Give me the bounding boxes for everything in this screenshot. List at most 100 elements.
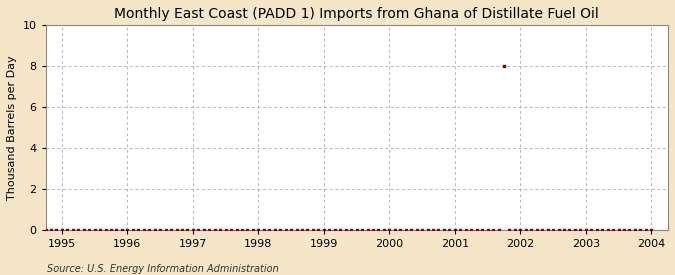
- Point: [155, 228, 165, 232]
- Point: [29, 228, 40, 232]
- Point: [128, 228, 138, 232]
- Point: [280, 228, 291, 232]
- Point: [100, 228, 111, 232]
- Point: [264, 228, 275, 232]
- Point: [433, 228, 444, 232]
- Point: [209, 228, 220, 232]
- Point: [400, 228, 411, 232]
- Point: [602, 228, 613, 232]
- Point: [182, 228, 193, 232]
- Point: [460, 228, 471, 232]
- Point: [630, 228, 641, 232]
- Point: [624, 228, 635, 232]
- Point: [646, 228, 657, 232]
- Point: [313, 228, 324, 232]
- Point: [2, 228, 13, 232]
- Point: [95, 228, 105, 232]
- Point: [416, 228, 427, 232]
- Point: [198, 228, 209, 232]
- Point: [493, 228, 504, 232]
- Point: [329, 228, 340, 232]
- Point: [296, 228, 307, 232]
- Point: [269, 228, 280, 232]
- Point: [641, 228, 651, 232]
- Point: [335, 228, 346, 232]
- Point: [302, 228, 313, 232]
- Point: [351, 228, 362, 232]
- Point: [275, 228, 286, 232]
- Point: [215, 228, 225, 232]
- Point: [515, 228, 526, 232]
- Point: [444, 228, 455, 232]
- Point: [510, 228, 520, 232]
- Point: [242, 228, 253, 232]
- Point: [379, 228, 389, 232]
- Point: [286, 228, 296, 232]
- Point: [34, 228, 45, 232]
- Point: [18, 228, 29, 232]
- Point: [608, 228, 618, 232]
- Point: [84, 228, 95, 232]
- Point: [384, 228, 395, 232]
- Point: [89, 228, 100, 232]
- Point: [428, 228, 439, 232]
- Point: [373, 228, 384, 232]
- Point: [188, 228, 198, 232]
- Point: [149, 228, 160, 232]
- Y-axis label: Thousand Barrels per Day: Thousand Barrels per Day: [7, 55, 17, 200]
- Point: [324, 228, 335, 232]
- Point: [356, 228, 367, 232]
- Point: [177, 228, 188, 232]
- Point: [68, 228, 78, 232]
- Point: [24, 228, 34, 232]
- Point: [466, 228, 477, 232]
- Point: [57, 228, 68, 232]
- Point: [580, 228, 591, 232]
- Point: [165, 228, 176, 232]
- Point: [450, 228, 460, 232]
- Point: [122, 228, 133, 232]
- Point: [471, 228, 482, 232]
- Point: [477, 228, 487, 232]
- Point: [368, 228, 379, 232]
- Point: [395, 228, 406, 232]
- Point: [117, 228, 128, 232]
- Point: [340, 228, 351, 232]
- Point: [231, 228, 242, 232]
- Point: [575, 228, 586, 232]
- Point: [253, 228, 264, 232]
- Point: [422, 228, 433, 232]
- Point: [586, 228, 597, 232]
- Point: [482, 228, 493, 232]
- Point: [487, 228, 498, 232]
- Point: [225, 228, 236, 232]
- Point: [439, 228, 450, 232]
- Point: [362, 228, 373, 232]
- Point: [542, 228, 553, 232]
- Point: [531, 228, 542, 232]
- Point: [504, 228, 515, 232]
- Point: [46, 228, 57, 232]
- Point: [406, 228, 416, 232]
- Point: [635, 228, 646, 232]
- Point: [7, 228, 18, 232]
- Point: [559, 228, 570, 232]
- Point: [411, 228, 422, 232]
- Point: [537, 228, 547, 232]
- Point: [133, 228, 144, 232]
- Point: [613, 228, 624, 232]
- Point: [597, 228, 608, 232]
- Title: Monthly East Coast (PADD 1) Imports from Ghana of Distillate Fuel Oil: Monthly East Coast (PADD 1) Imports from…: [114, 7, 599, 21]
- Point: [237, 228, 248, 232]
- Point: [564, 228, 575, 232]
- Point: [570, 228, 580, 232]
- Text: Source: U.S. Energy Information Administration: Source: U.S. Energy Information Administ…: [47, 264, 279, 274]
- Point: [389, 228, 400, 232]
- Point: [40, 228, 51, 232]
- Point: [160, 228, 171, 232]
- Point: [499, 64, 510, 68]
- Point: [547, 228, 558, 232]
- Point: [526, 228, 537, 232]
- Point: [111, 228, 122, 232]
- Point: [0, 228, 7, 232]
